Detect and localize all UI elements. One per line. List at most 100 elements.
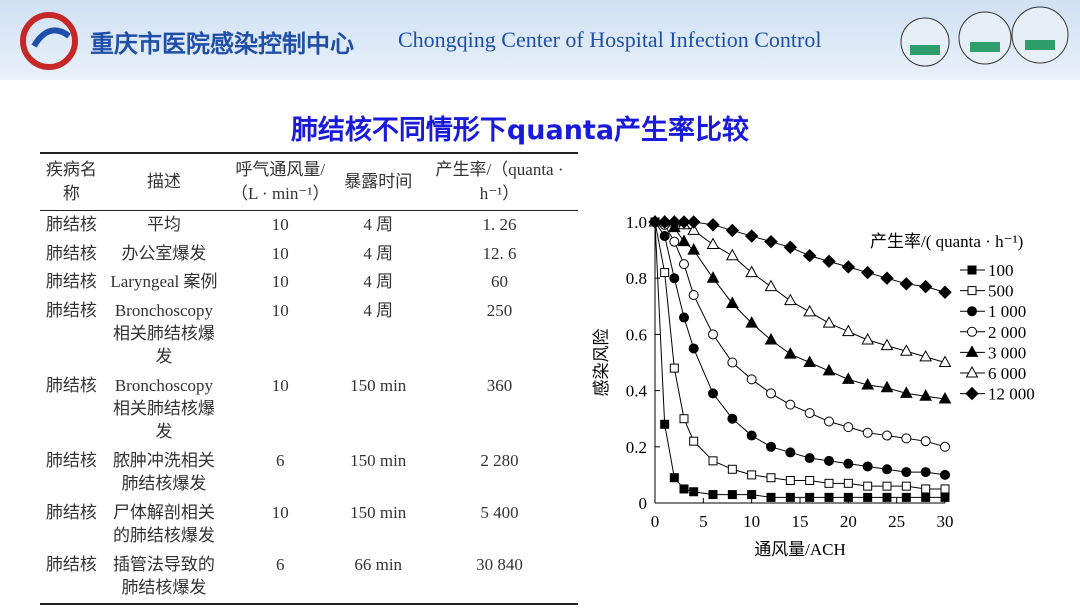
data-point [727,464,737,474]
data-point [679,312,689,323]
data-point [843,422,854,433]
legend-marker [965,365,979,378]
table-cell: 肺结核 [45,376,97,396]
data-point [689,436,699,446]
table-cell: 1. 26 [482,214,517,234]
slide-title: 肺结核不同情形下quanta产生率比较 [290,115,750,146]
logo [20,12,78,70]
data-point [882,481,892,491]
x-tick-label: 5 [699,512,708,531]
data-point [804,408,815,419]
table-cell: Bronchoscopy 相关肺结核爆发 [112,376,215,442]
data-point [862,461,873,472]
column-header: 疾病名称 [40,153,103,211]
data-point [766,441,776,452]
table-row: 肺结核 Bronchoscopy 相关肺结核爆发 10 150 min 360 [40,372,578,447]
table-cell: 平均 [146,214,181,234]
data-point [824,455,834,466]
data-point [901,492,911,502]
legend-marker [965,345,979,357]
data-point [802,249,817,263]
table-cell: 4 周 [363,214,394,234]
data-point [919,389,933,401]
data-point [746,374,757,385]
table-cell: 肺结核 [45,502,97,522]
data-point [882,492,892,502]
table-cell: 肺结核 [45,272,97,292]
legend-marker [967,265,977,275]
data-point [688,290,699,301]
data-point [764,279,778,292]
data-point [862,427,873,438]
x-tick-label: 30 [937,512,954,531]
legend-marker [967,306,977,317]
table-cell: 250 [486,301,513,321]
data-point [686,215,701,229]
table-cell: 4 周 [363,243,394,263]
data-point [669,236,680,247]
table-cell: 10 [271,376,289,396]
data-point [882,430,892,441]
y-tick-label: 0.2 [626,438,647,457]
legend-marker [967,286,977,296]
data-point [785,492,795,502]
table-cell: 150 min [350,502,407,522]
data-point [783,347,797,359]
legend-marker [965,386,979,401]
data-point [669,273,680,284]
data-point [706,218,720,232]
legend-label: 1 000 [988,302,1026,321]
data-point [727,357,738,368]
data-point [938,355,952,367]
data-point [785,399,796,410]
table-cell: Laryngeal 案例 [110,272,218,292]
data-point [727,490,737,500]
data-point [689,487,699,497]
table-row: 肺结核 办公室爆发 10 4 周 12. 6 [40,240,578,269]
data-point [882,464,892,475]
table-cell: 插管法导致的肺结核爆发 [112,554,215,597]
header: 重庆市医院感染控制中心 Chongqing Center of Hospital… [0,0,1080,80]
data-point [921,484,931,494]
data-point [766,492,776,502]
data-table: 疾病名称 描述 呼气通风量/（L · min⁻¹） 暴露时间 产生率/（quanta ·… [40,152,578,605]
data-point [863,492,873,502]
data-point [920,467,931,478]
x-tick-label: 20 [840,512,857,531]
data-point [783,293,797,306]
data-point [920,436,931,447]
data-point [843,478,853,488]
legend-label: 100 [988,261,1014,280]
data-point [677,234,691,247]
data-point [804,453,815,464]
y-tick-label: 0.8 [626,269,647,288]
data-point [679,484,689,494]
data-point [940,492,950,502]
table-cell: 10 [271,301,289,321]
data-point [899,277,914,291]
data-point [938,391,952,404]
table-row: 肺结核 尸体解剖相关的肺结核爆发 10 150 min 5 400 [40,499,578,551]
table-row: 肺结核 插管法导致的肺结核爆发 6 66 min 30 840 [40,551,578,604]
data-point [841,260,856,274]
data-point [747,470,757,480]
column-header: 描述 [102,153,226,211]
y-tick-label: 0.6 [626,325,647,344]
data-point [688,343,699,354]
legend-label: 500 [988,282,1014,301]
table-cell: 2 280 [480,451,519,471]
table-cell: 肺结核 [45,451,97,471]
data-point [783,240,798,254]
table-cell: 150 min [350,451,407,471]
data-point [669,363,679,373]
table-cell: 6 [276,451,285,471]
data-point [708,490,718,500]
table-cell: 6 [276,554,285,574]
data-point [921,492,931,502]
data-point [824,478,834,488]
x-axis-label: 通风量/ACH [754,540,846,559]
data-point [764,332,778,345]
series-line [654,221,946,448]
data-point [919,349,933,362]
